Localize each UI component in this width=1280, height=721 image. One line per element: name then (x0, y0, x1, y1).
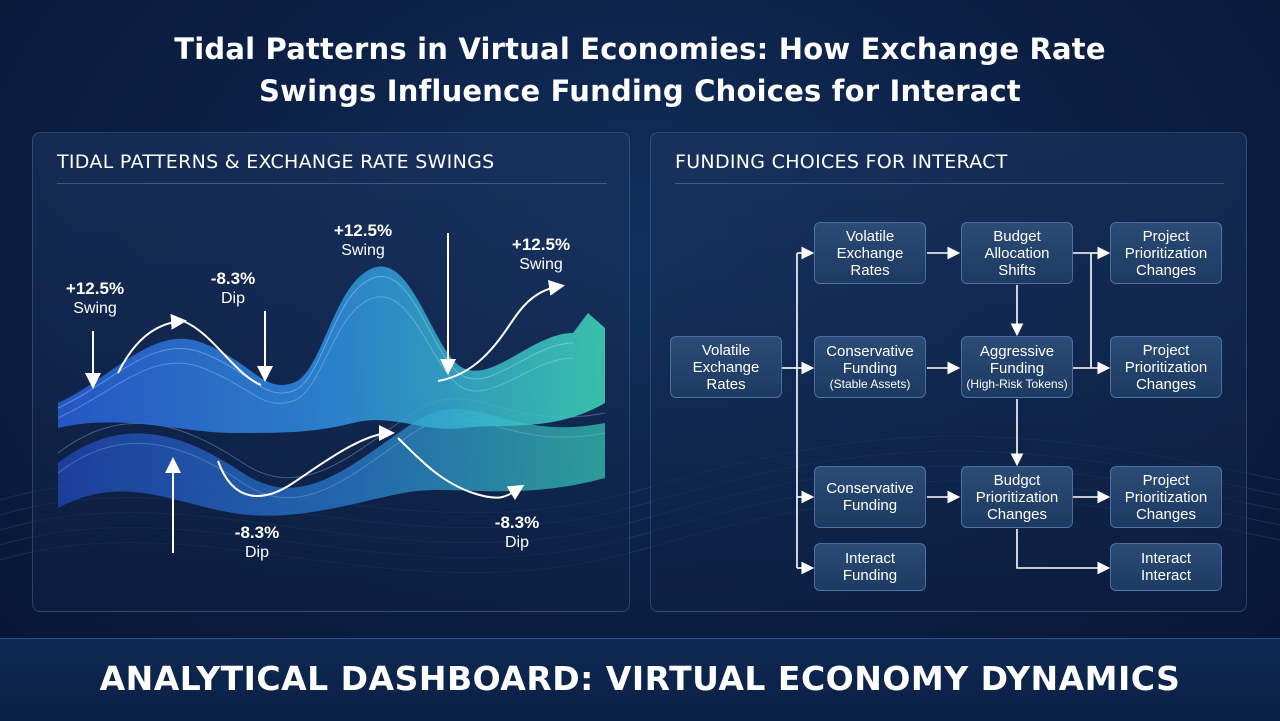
node-line: Volatile (845, 227, 895, 245)
node-line: Project (1142, 341, 1190, 359)
node-line: Changes (1135, 261, 1197, 279)
curve-arrow-1 (117, 313, 187, 374)
node-project-prioritization-1: Project Prioritization Changes (1110, 222, 1222, 284)
annotation-dip-2: -8.3% Dip (235, 523, 279, 563)
node-project-prioritization-2: Project Prioritization Changes (1110, 336, 1222, 398)
annotation-value: +12.5% (333, 221, 393, 240)
node-line: Project (1142, 227, 1190, 245)
node-line: Shifts (998, 261, 1036, 279)
node-line: Rates (706, 375, 746, 393)
flow-connectors (782, 246, 1111, 575)
node-subtext: (Stable Assets) (829, 376, 911, 391)
node-line: Prioritization (1124, 244, 1208, 262)
annotation-swing-3: +12.5% Swing (512, 235, 570, 275)
annotation-label: Dip (504, 534, 530, 551)
annotation-dip-3: -8.3% Dip (495, 513, 539, 553)
right-panel-divider (675, 183, 1224, 184)
curve-arrow-2 (182, 320, 262, 386)
node-line: Conservative (826, 480, 914, 497)
upper-wave-band (58, 266, 605, 433)
node-line: Volatile (701, 341, 751, 359)
node-line: Aggressive (979, 342, 1055, 360)
node-interact-funding: Interact Funding (814, 543, 926, 591)
annotation-value: +12.5% (65, 279, 125, 298)
annotation-value: +12.5% (511, 235, 571, 254)
node-line: Conservative (826, 342, 914, 360)
annotation-label: Swing (519, 256, 563, 273)
node-line: Changes (986, 505, 1048, 523)
node-line: Funding (842, 567, 898, 584)
node-line: Rates (850, 261, 890, 279)
node-line: Exchange (836, 244, 904, 262)
node-interact-interact: Interact Interact (1110, 543, 1222, 591)
right-panel-title: FUNDING CHOICES FOR INTERACT (675, 151, 1008, 173)
node-line: Changes (1135, 505, 1197, 523)
annotation-swing-2: +12.5% Swing (334, 221, 392, 261)
node-line: Interact (1140, 550, 1192, 567)
title-line-2: Swings Influence Funding Choices for Int… (259, 74, 1021, 108)
funding-choices-panel: FUNDING CHOICES FOR INTERACT (650, 132, 1247, 612)
node-line: Budgct (993, 471, 1041, 489)
node-line: Exchange (692, 358, 760, 376)
curve-arrow-5 (397, 437, 525, 501)
node-line: Interact (1140, 567, 1192, 584)
node-line: Allocation (984, 244, 1050, 262)
left-panel-divider (57, 183, 607, 184)
node-line: Prioritization (1124, 358, 1208, 376)
node-line: Project (1142, 471, 1190, 489)
lower-wave-band (58, 408, 605, 516)
annotation-value: -8.3% (210, 269, 256, 288)
footer-title: ANALYTICAL DASHBOARD: VIRTUAL ECONOMY DY… (99, 659, 1181, 698)
node-conservative-funding-stable: Conservative Funding (Stable Assets) (814, 336, 926, 398)
node-aggressive-funding: Aggressive Funding (High-Risk Tokens) (961, 336, 1073, 398)
node-line: Prioritization (975, 488, 1059, 506)
node-line: Funding (989, 359, 1045, 377)
title-line-1: Tidal Patterns in Virtual Economies: How… (174, 32, 1106, 66)
annotation-dip-1: -8.3% Dip (211, 269, 255, 309)
annotation-label: Dip (220, 290, 246, 307)
node-volatile-exchange-rates: Volatile Exchange Rates (814, 222, 926, 284)
node-budget-prioritization-changes: Budgct Prioritization Changes (961, 466, 1073, 528)
annotation-swing-1: +12.5% Swing (66, 279, 124, 319)
node-line: Changes (1135, 375, 1197, 393)
curve-arrow-3 (437, 279, 565, 382)
node-project-prioritization-3: Project Prioritization Changes (1110, 466, 1222, 528)
tidal-patterns-panel: TIDAL PATTERNS & EXCHANGE RATE SWINGS (32, 132, 630, 612)
curve-arrow-4 (217, 425, 395, 497)
node-line: Interact (844, 550, 896, 567)
node-volatile-exchange-rates-source: Volatile Exchange Rates (670, 336, 782, 398)
node-conservative-funding: Conservative Funding (814, 466, 926, 528)
annotation-label: Swing (341, 242, 385, 259)
node-line: Funding (842, 497, 898, 514)
annotation-value: -8.3% (494, 513, 540, 532)
left-panel-title: TIDAL PATTERNS & EXCHANGE RATE SWINGS (57, 151, 495, 173)
tidal-wave-graphic (57, 233, 606, 553)
node-line: Prioritization (1124, 488, 1208, 506)
annotation-label: Dip (244, 544, 270, 561)
node-subtext: (High-Risk Tokens) (966, 376, 1068, 391)
node-budget-allocation-shifts: Budget Allocation Shifts (961, 222, 1073, 284)
node-line: Funding (842, 359, 898, 377)
footer-banner: ANALYTICAL DASHBOARD: VIRTUAL ECONOMY DY… (0, 638, 1280, 721)
node-line: Budget (993, 227, 1041, 245)
annotation-label: Swing (73, 300, 117, 317)
page-title: Tidal Patterns in Virtual Economies: How… (0, 28, 1280, 112)
annotation-value: -8.3% (234, 523, 280, 542)
